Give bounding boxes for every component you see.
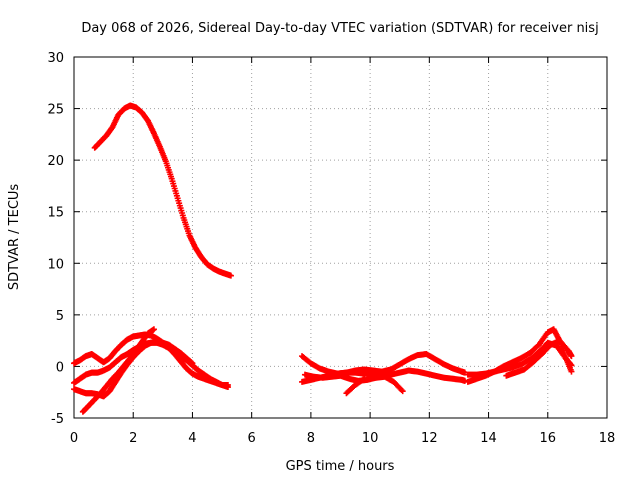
series-arc-g [301, 371, 406, 395]
data-points [71, 102, 575, 415]
series-arc-d [79, 326, 157, 415]
data-point [189, 360, 196, 367]
y-tick-label: -5 [51, 412, 64, 427]
y-tick-label: 15 [47, 206, 64, 221]
x-tick-label: 12 [421, 431, 438, 446]
plot-frame [73, 56, 608, 419]
series-arc-h [343, 375, 368, 397]
data-point [150, 326, 157, 333]
x-tick-label: 8 [307, 431, 315, 446]
data-point [568, 362, 575, 369]
x-tick-label: 10 [362, 431, 379, 446]
x-tick-label: 14 [480, 431, 497, 446]
data-point [568, 368, 575, 375]
data-point [568, 353, 575, 360]
series-arc-high [91, 102, 234, 279]
x-axis-label: GPS time / hours [286, 459, 395, 474]
y-tick-label: 10 [47, 257, 64, 272]
x-tick-label: 6 [248, 431, 256, 446]
axis-ticks: 0 2 4 6 8 10 12 14 16 18 -5 0 5 10 15 20 25 30 [47, 51, 615, 446]
x-tick-label: 16 [540, 431, 557, 446]
y-tick-label: 30 [47, 51, 64, 66]
x-tick-label: 2 [129, 431, 137, 446]
data-point [399, 388, 406, 395]
y-tick-label: 5 [56, 309, 64, 324]
x-tick-label: 18 [599, 431, 616, 446]
data-point [224, 384, 231, 391]
x-tick-label: 4 [188, 431, 196, 446]
y-tick-label: 20 [47, 154, 64, 169]
y-tick-label: 0 [56, 360, 64, 375]
y-axis-label: SDTVAR / TECUs [7, 184, 22, 291]
data-point [227, 272, 234, 279]
series-arc-k [503, 337, 575, 379]
chart-title: Day 068 of 2026, Sidereal Day-to-day VTE… [81, 21, 598, 36]
x-tick-label: 0 [70, 431, 78, 446]
y-tick-label: 25 [47, 103, 64, 118]
data-point [398, 387, 405, 394]
data-point [361, 375, 368, 382]
